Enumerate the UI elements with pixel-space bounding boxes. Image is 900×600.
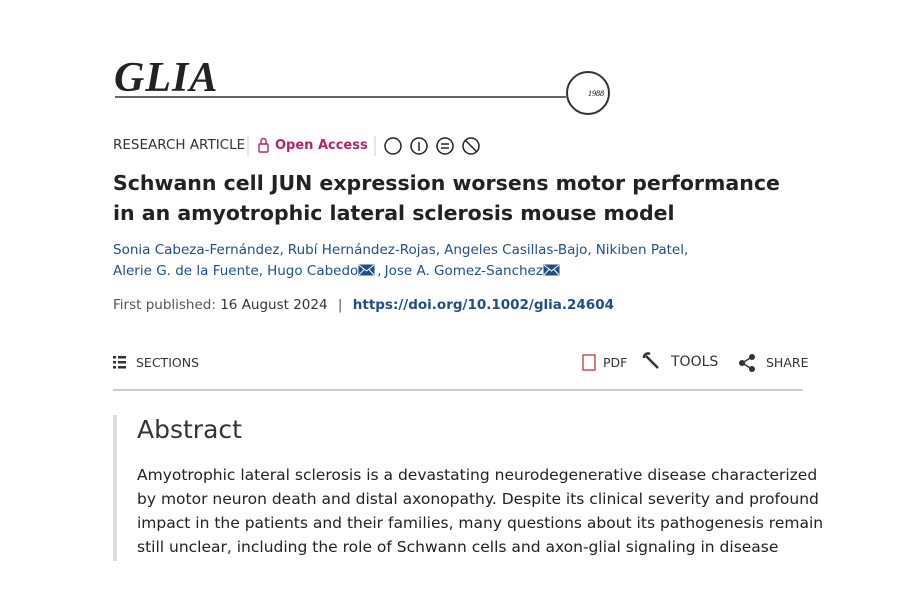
share-icon[interactable] [738,353,756,373]
license-icons [384,137,480,155]
separator: | [337,297,343,313]
share-button[interactable]: SHARE [766,355,809,370]
abstract-bar [113,415,117,561]
author-row: Sonia Cabeza-Fernández, Rubí Hernández-Ro… [113,242,692,258]
abstract-heading: Abstract [137,415,242,444]
publication-info: First published: 16 August 2024 | https:… [113,297,614,313]
sections-icon[interactable] [113,356,126,369]
pdf-button[interactable]: PDF [603,355,628,370]
lock-icon [260,137,267,144]
open-access[interactable]: Open Access [275,138,368,153]
lock-icon [258,143,269,153]
abstract-line: impact in the patients and their familie… [137,514,824,532]
author-name[interactable]: Hugo Cabedo [267,263,359,279]
pdf-icon[interactable] [582,354,596,371]
published-label: First published: [113,297,216,313]
abstract-line: by motor neuron death and distal axonopa… [137,490,819,508]
email-icon[interactable] [543,264,560,276]
author-name[interactable]: Sonia Cabeza-Fernández, [113,242,284,258]
sections-button[interactable]: SECTIONS [136,355,200,370]
email-icon[interactable] [358,264,375,276]
tools-button[interactable]: TOOLS [671,354,719,370]
author-name[interactable]: Alerie G. de la Fuente, [113,263,264,279]
author-name[interactable]: Jose A. Gomez-Sanchez [384,263,543,279]
article-title: Schwann cell JUN expression worsens moto… [113,171,780,225]
logo-emblem [566,71,610,115]
author-name[interactable]: Rubí Hernández-Rojas, [287,242,441,258]
author-name[interactable]: Angeles Casillas-Bajo, [444,242,592,258]
journal-logo[interactable]: GLIA [114,55,219,101]
author-name[interactable]: Nikiben Patel, [595,242,689,258]
abstract-line: still unclear, including the role of Sch… [137,538,779,556]
article-type: RESEARCH ARTICLE [113,137,246,153]
logo-year: 1988 [588,89,604,98]
punctuation: , [377,263,382,279]
author-row: Alerie G. de la Fuente, Hugo Cabedo, Jose … [113,263,562,279]
published-date: 16 August 2024 [220,297,328,313]
doi-link[interactable]: https://doi.org/10.1002/glia.24604 [352,297,614,313]
abstract-line: Amyotrophic lateral sclerosis is a devas… [137,466,818,484]
tools-icon[interactable] [642,352,659,369]
